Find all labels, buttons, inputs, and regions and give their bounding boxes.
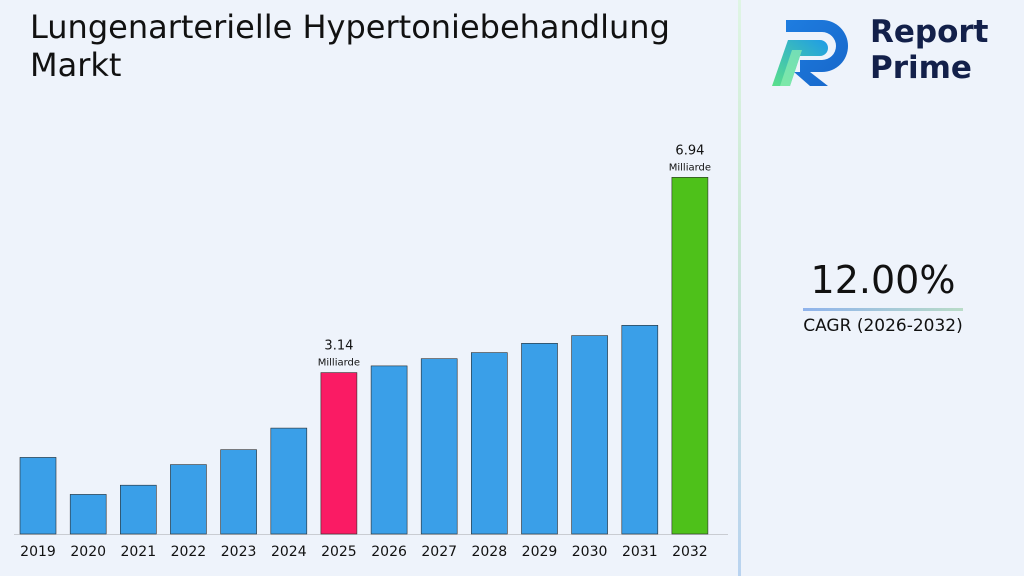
x-tick-label-2028: 2028 [471,544,507,560]
cagr-value: 12.00% [810,258,956,302]
title-line-1: Lungenarterielle Hypertoniebehandlung [30,8,670,46]
logo-mark-icon [772,20,848,86]
bar-2028 [470,352,508,535]
title-line-2: Markt [30,46,122,84]
logo-text-line-2: Prime [870,50,972,86]
bar-2030 [571,335,608,535]
bar-2025 [320,372,358,535]
x-tick-label-2030: 2030 [572,544,608,560]
x-tick-label-2023: 2023 [221,544,257,560]
chart-title: Lungenarterielle Hypertoniebehandlung Ma… [30,8,720,84]
bar-2029 [521,342,558,535]
bar-2019 [19,457,57,535]
data-label-value-2032: 6.94 [675,143,704,158]
x-tick-label-2022: 2022 [171,544,207,560]
logo-wordmark: Report Prime [870,14,1010,86]
bar-2032 [671,177,709,535]
x-tick-label-2031: 2031 [622,544,658,560]
data-label-unit-2025: Milliarde [318,358,360,369]
x-tick-label-2027: 2027 [421,544,457,560]
x-tick-label-2024: 2024 [271,544,307,560]
data-label-value-2025: 3.14 [324,339,353,354]
bar-2023 [220,449,257,535]
x-tick-label-2025: 2025 [321,544,357,560]
bar-2031 [621,324,659,535]
report-prime-logo: Report Prime [766,14,1006,90]
x-tick-label-2021: 2021 [120,544,156,560]
bar-2026 [370,365,408,535]
bar-2022 [170,464,207,535]
cagr-label: CAGR (2026-2032) [803,316,963,336]
x-tick-label-2029: 2029 [522,544,558,560]
x-tick-label-2026: 2026 [371,544,407,560]
logo-text-line-1: Report [870,14,989,50]
data-label-unit-2032: Milliarde [669,162,711,173]
cagr-underline [803,308,963,311]
x-tick-label-2019: 2019 [20,544,56,560]
bar-2027 [420,358,458,535]
bar-2020 [69,494,107,535]
bar-chart: 2019 2020 2021 2022 2023 2024 2025 2026 2027 2028… [14,143,728,560]
bar-2021 [120,484,157,535]
panel-divider [738,0,741,576]
x-tick-label-2032: 2032 [672,544,708,560]
bar-2024 [270,427,308,535]
x-tick-label-2020: 2020 [70,544,106,560]
